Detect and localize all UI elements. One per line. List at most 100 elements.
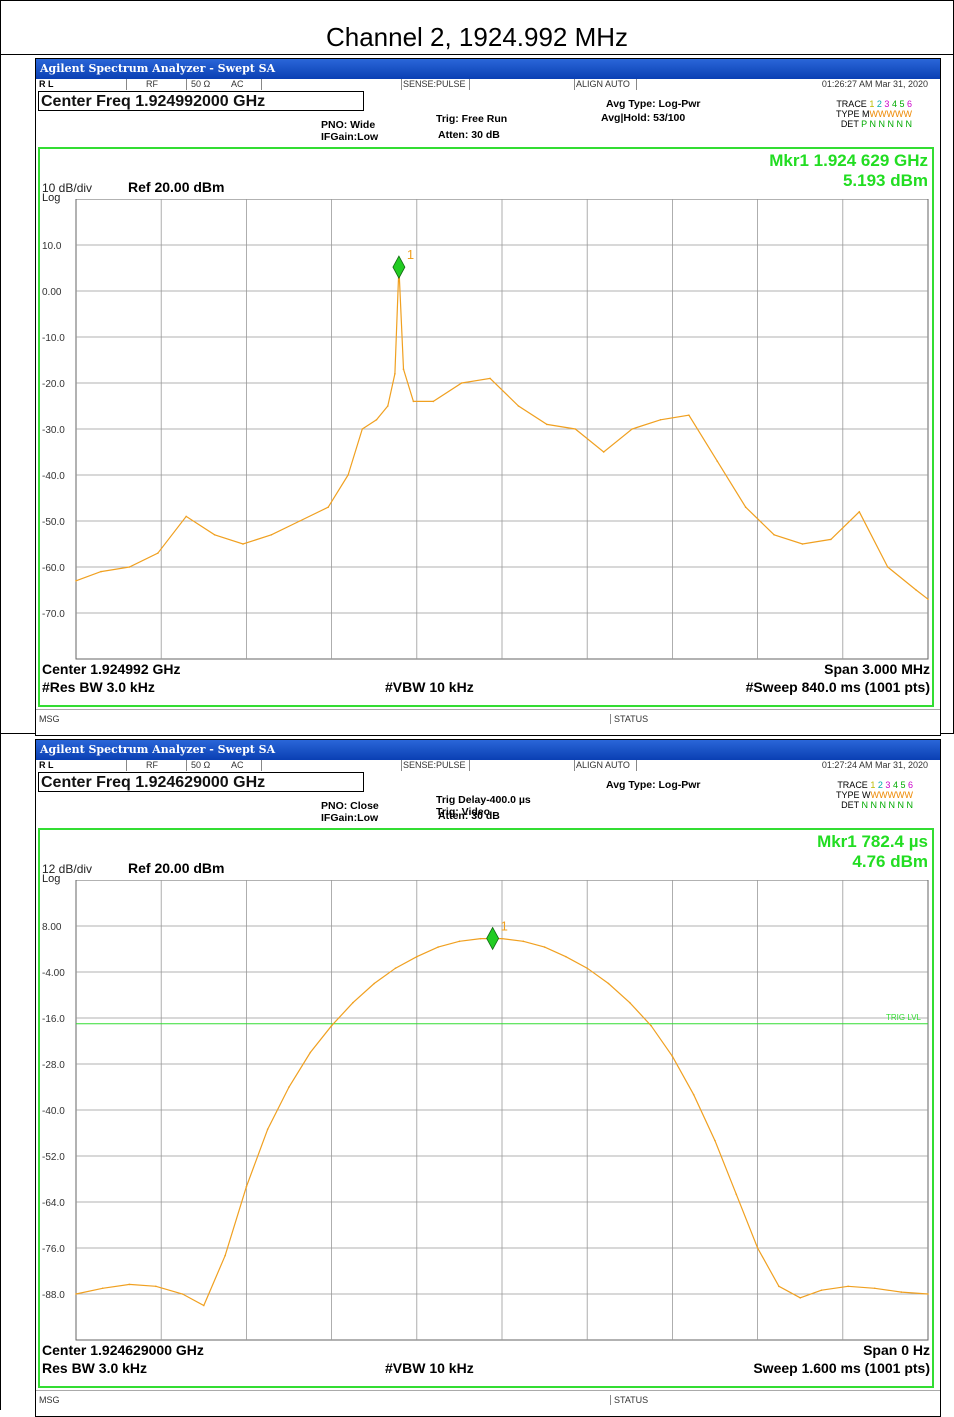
marker-number: 1	[501, 918, 508, 933]
data-point	[181, 1293, 184, 1295]
data-point	[714, 1139, 716, 1142]
center-label: Center 1.924629000 GHz	[42, 1342, 204, 1358]
res-bw-label: Res BW 3.0 kHz	[42, 1360, 148, 1376]
data-point	[437, 946, 439, 948]
data-point	[242, 543, 244, 545]
res-bw-label: #Res BW 3.0 kHz	[42, 679, 155, 695]
data-point	[387, 405, 389, 407]
trig-level-label: TRIG LVL	[886, 1013, 922, 1022]
attenuation-setting: Atten: 30 dB	[438, 129, 500, 141]
y-tick-label: -40.0	[42, 1106, 65, 1117]
data-point	[744, 506, 747, 509]
y-tick-label: -20.0	[42, 379, 65, 390]
data-point	[347, 474, 349, 476]
scale-type: Log	[42, 873, 61, 885]
avg-type-setting: Avg Type: Log-Pwr	[606, 98, 701, 110]
trigger-setting-1: Trig Delay-400.0 µs	[436, 794, 531, 806]
coupling-indicator: AC	[231, 79, 244, 89]
data-point	[156, 552, 159, 554]
rl-indicator: R L	[39, 79, 54, 89]
sense-indicator: SENSE:PULSE	[403, 760, 466, 770]
data-point	[213, 534, 216, 536]
y-tick-label: -30.0	[42, 425, 65, 436]
trace-plot: 10.0 0.00 -10.0 -20.0 -30.0 -40.0 -50.0 -60.0 -7…	[42, 199, 929, 660]
data-point	[671, 1055, 674, 1058]
span-label: Span 3.000 MHz	[824, 661, 930, 677]
frame-left-border	[0, 0, 1, 1410]
msg-label: MSG	[39, 1395, 60, 1405]
info-bar: R L RF 50 Ω AC SENSE:PULSE ALIGN AUTO 01…	[36, 760, 940, 771]
app-title-bar: Agilent Spectrum Analyzer - Swept SA	[36, 740, 940, 760]
analyzer-screen-2: Agilent Spectrum Analyzer - Swept SA R L…	[35, 739, 941, 1417]
data-point	[75, 580, 77, 582]
y-tick-label: -70.0	[42, 609, 65, 620]
data-point	[75, 1293, 77, 1295]
data-point	[458, 940, 461, 943]
rl-indicator: R L	[39, 760, 54, 770]
msg-label: MSG	[39, 714, 60, 724]
data-point	[543, 946, 546, 948]
data-point	[128, 1283, 131, 1286]
align-indicator: ALIGN AUTO	[576, 79, 630, 89]
trigger-setting-2: Trig: Video	[436, 806, 491, 818]
data-point	[927, 598, 929, 600]
trace-legend: TRACE 1 2 3 4 5 6 TYPE WWWWWW DET N N N …	[836, 780, 914, 810]
data-point	[224, 1254, 226, 1257]
reference-level: Ref 20.00 dBm	[128, 179, 225, 195]
rf-indicator: RF	[146, 760, 158, 770]
sense-indicator: SENSE:PULSE	[403, 79, 466, 89]
reference-level: Ref 20.00 dBm	[128, 860, 225, 876]
status-bar: MSG STATUS	[36, 1390, 940, 1409]
y-tick-label: -88.0	[42, 1290, 65, 1301]
display-panel: Mkr1 782.4 µs 4.76 dBm 12 dB/div Log Ref…	[38, 828, 934, 1388]
trace-plot: 8.00 -4.00 -16.0 -28.0 -40.0 -52.0 -64.0 -76.0 -…	[42, 880, 929, 1341]
pno-setting: PNO: Close	[321, 800, 379, 812]
data-point	[830, 538, 832, 541]
center-freq-display[interactable]: Center Freq 1.924992000 GHz	[38, 91, 364, 111]
data-point	[716, 460, 719, 463]
data-point	[460, 382, 463, 384]
data-point	[489, 377, 491, 380]
data-point	[900, 1291, 903, 1293]
timestamp: 01:26:27 AM Mar 31, 2020	[821, 79, 928, 89]
data-point	[100, 570, 102, 573]
marker-readout-amplitude: 5.193 dBm	[842, 171, 928, 190]
data-point	[631, 428, 633, 430]
analyzer-screen-1: Agilent Spectrum Analyzer - Swept SA R L…	[35, 58, 941, 736]
data-point	[402, 368, 405, 370]
ifgain-setting: IFGain:Low	[321, 812, 379, 824]
data-point	[517, 405, 520, 407]
data-point	[479, 937, 482, 940]
y-tick-label: 10.0	[42, 241, 62, 252]
data-point	[773, 534, 775, 536]
impedance-indicator: 50 Ω	[191, 79, 211, 89]
data-point	[847, 1285, 849, 1288]
data-point	[607, 982, 610, 985]
data-point	[801, 543, 804, 545]
scale-per-div: 10 dB/div	[42, 181, 93, 195]
data-point	[546, 423, 548, 426]
data-point	[927, 1293, 929, 1295]
sweep-label: Sweep 1.600 ms (1001 pts)	[753, 1360, 930, 1376]
data-point	[309, 1051, 312, 1054]
y-tick-label: -60.0	[42, 563, 65, 574]
data-point	[629, 1001, 631, 1004]
marker-diamond	[486, 926, 500, 951]
data-point	[586, 967, 588, 969]
center-freq-display[interactable]: Center Freq 1.924629000 GHz	[38, 772, 364, 792]
rf-indicator: RF	[146, 79, 158, 89]
status-label: STATUS	[610, 714, 648, 724]
impedance-indicator: 50 Ω	[191, 760, 211, 770]
pno-setting: PNO: Wide	[321, 119, 376, 131]
info-bar: R L RF 50 Ω AC SENSE:PULSE ALIGN AUTO 01…	[36, 79, 940, 90]
data-point	[266, 1128, 269, 1130]
data-point	[602, 451, 605, 453]
y-tick-label: 8.00	[42, 922, 62, 933]
data-point	[565, 955, 567, 958]
data-point	[298, 520, 301, 522]
page-title: Channel 2, 1924.992 MHz	[325, 22, 629, 52]
sweep-label: #Sweep 840.0 ms (1001 pts)	[745, 679, 930, 695]
data-point	[394, 967, 397, 969]
vbw-label: #VBW 10 kHz	[385, 1360, 474, 1376]
data-point	[650, 1024, 652, 1027]
